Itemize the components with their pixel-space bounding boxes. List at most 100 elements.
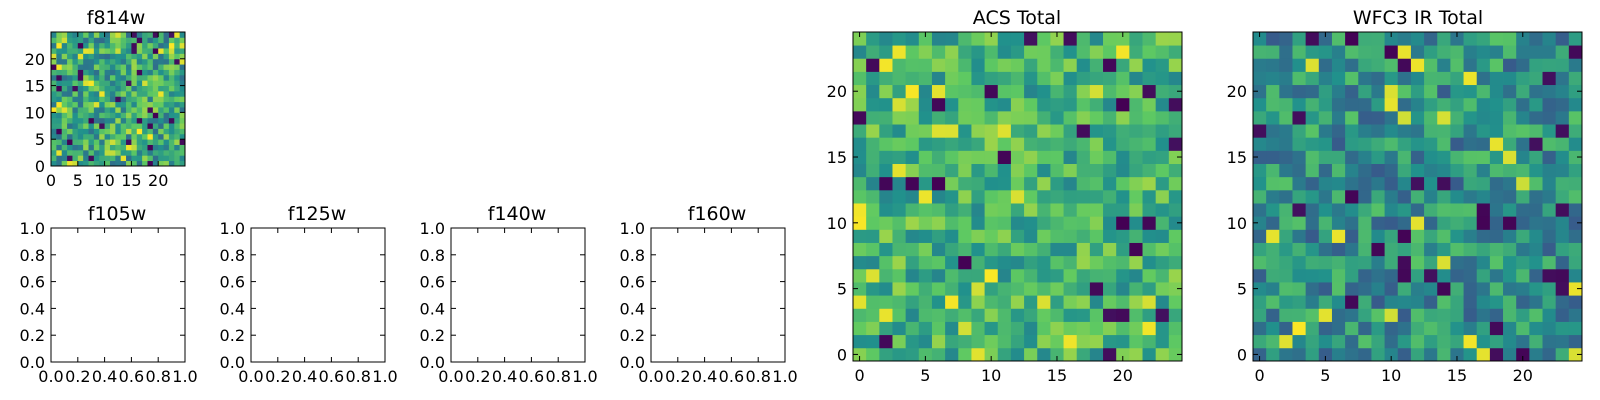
- heatmap-cell: [1358, 58, 1372, 72]
- heatmap-cell: [1397, 321, 1412, 336]
- heatmap-cell: [1050, 268, 1064, 283]
- heatmap-cell: [892, 45, 907, 59]
- heatmap-cell: [1516, 282, 1530, 296]
- heatmap-cell: [163, 144, 170, 151]
- heatmap-cell: [1076, 308, 1091, 322]
- heatmap-cell: [1331, 124, 1346, 138]
- heatmap-cell: [104, 48, 111, 54]
- heatmap-cell: [126, 144, 132, 151]
- heatmap-cell: [853, 84, 867, 99]
- heatmap-cell: [115, 74, 122, 81]
- heatmap-cell: [1542, 203, 1557, 217]
- heatmap-cell: [1089, 32, 1104, 46]
- heatmap-cell: [1410, 58, 1425, 72]
- axis-ticks: 0.0 0.2 0.4 0.6 0.8 1.00.00.20.40.60.81.0: [220, 219, 398, 386]
- heatmap-cell: [158, 32, 164, 38]
- heatmap-cell: [1450, 334, 1464, 349]
- heatmap-cell: [83, 149, 89, 156]
- heatmap-cell: [1253, 321, 1267, 336]
- heatmap-cell: [115, 69, 122, 76]
- heatmap-cell: [1266, 58, 1280, 72]
- heatmap-cell: [1410, 97, 1425, 112]
- heatmap-cell: [147, 144, 154, 151]
- x-tick-label: 0.0: [438, 367, 463, 386]
- heatmap-cell: [1155, 321, 1170, 336]
- panel-f140w: f140w 0.0 0.2 0.4 0.6 0.8 1.00.00.20.40.60.81…: [420, 203, 598, 386]
- heatmap-cell: [104, 117, 111, 124]
- heatmap-cell: [67, 133, 73, 140]
- heatmap-cell: [152, 80, 159, 86]
- heatmap-cell: [1279, 45, 1293, 59]
- heatmap-cell: [1279, 189, 1293, 204]
- x-tick-label: 15: [1047, 366, 1067, 385]
- heatmap-cell: [72, 32, 79, 38]
- heatmap-cell: [931, 347, 946, 362]
- heatmap-cell: [61, 96, 68, 103]
- heatmap-cell: [163, 128, 170, 135]
- heatmap-cell: [1142, 137, 1157, 151]
- heatmap-cell: [99, 123, 105, 129]
- heatmap-cell: [1318, 347, 1333, 362]
- heatmap-cell: [984, 84, 999, 99]
- x-tick-label: 5: [920, 366, 930, 385]
- x-tick-label: 0.0: [638, 367, 663, 386]
- heatmap-cell: [1529, 45, 1543, 59]
- heatmap-cell: [126, 123, 132, 129]
- heatmap-cell: [61, 144, 68, 151]
- heatmap-cell: [1331, 255, 1346, 270]
- heatmap-cell: [1568, 229, 1583, 243]
- heatmap-cell: [892, 308, 907, 322]
- heatmap-cell: [56, 155, 63, 162]
- heatmap-cell: [1076, 242, 1091, 257]
- heatmap-cell: [147, 90, 154, 97]
- heatmap-cell: [163, 96, 170, 103]
- heatmap-cell: [1331, 321, 1346, 336]
- heatmap-cell: [179, 96, 186, 103]
- heatmap-cell: [1331, 282, 1346, 296]
- heatmap-cell: [115, 48, 122, 54]
- heatmap-cell: [1503, 71, 1517, 86]
- heatmap-cell: [1305, 347, 1320, 362]
- heatmap-cell: [1266, 203, 1280, 217]
- heatmap-cell: [174, 32, 181, 38]
- heatmap-cell: [131, 80, 138, 86]
- heatmap-cell: [971, 216, 985, 230]
- heatmap-cell: [83, 144, 89, 151]
- heatmap-cell: [866, 334, 880, 349]
- heatmap-cell: [1516, 110, 1530, 125]
- heatmap-cells: [1253, 32, 1583, 362]
- heatmap-cell: [72, 107, 79, 113]
- heatmap-cell: [1089, 203, 1104, 217]
- heatmap-cell: [892, 32, 907, 46]
- heatmap-cell: [1476, 321, 1491, 336]
- heatmap-cell: [1331, 97, 1346, 112]
- heatmap-cell: [905, 295, 920, 309]
- heatmap-cell: [51, 160, 57, 167]
- heatmap-cell: [1050, 58, 1064, 72]
- heatmap-cell: [93, 80, 100, 86]
- heatmap-cell: [1345, 282, 1359, 296]
- heatmap-cell: [142, 64, 148, 70]
- heatmap-cell: [1103, 347, 1117, 362]
- heatmap-cell: [120, 48, 127, 54]
- heatmap-cell: [115, 128, 122, 135]
- heatmap-cell: [1010, 347, 1025, 362]
- heatmap-cell: [120, 42, 127, 49]
- heatmap-cell: [1037, 150, 1051, 164]
- heatmap-cell: [1305, 97, 1320, 112]
- heatmap-cell: [958, 84, 972, 99]
- heatmap-cell: [67, 37, 73, 44]
- heatmap-cell: [83, 160, 89, 167]
- heatmap-cell: [1168, 176, 1183, 191]
- heatmap-cell: [1305, 84, 1320, 99]
- heatmap-cell: [163, 112, 170, 119]
- heatmap-cell: [168, 85, 175, 92]
- heatmap-cell: [1168, 84, 1183, 99]
- heatmap-cell: [1568, 189, 1583, 204]
- heatmap-cell: [120, 74, 127, 81]
- heatmap-cell: [1024, 295, 1038, 309]
- heatmap-cell: [984, 32, 999, 46]
- heatmap-cell: [61, 117, 68, 124]
- heatmap-cell: [1050, 32, 1064, 46]
- heatmap-cell: [67, 117, 73, 124]
